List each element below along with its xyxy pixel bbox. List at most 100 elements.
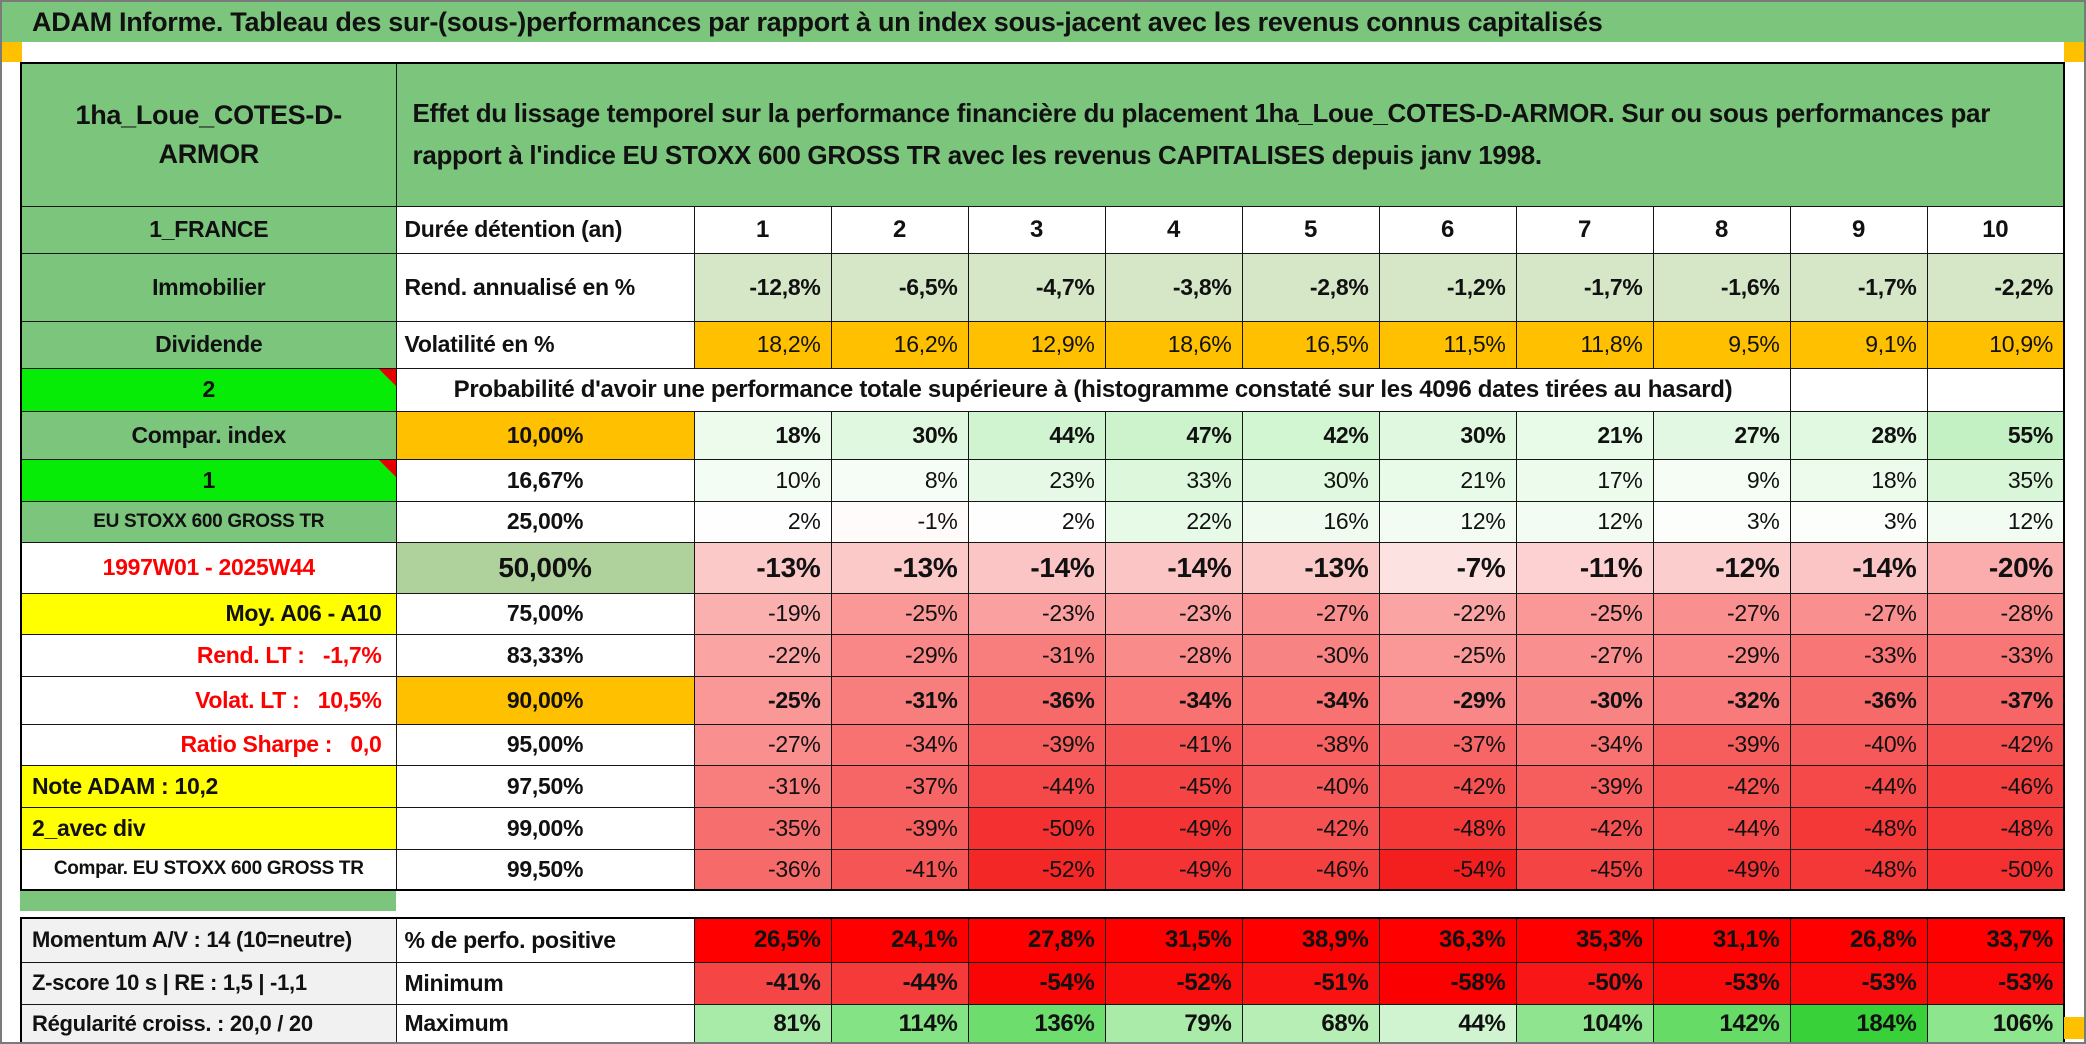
heatmap-cell[interactable]: -39%	[967, 723, 1106, 766]
heatmap-cell[interactable]: -49%	[1104, 848, 1243, 891]
volatility-cell[interactable]: 10,9%	[1926, 320, 2065, 369]
duration-year-cell[interactable]: 2	[830, 205, 969, 254]
heatmap-cell[interactable]: -13%	[830, 541, 969, 594]
heatmap-cell[interactable]: -31%	[830, 675, 969, 725]
heatmap-cell[interactable]: -36%	[967, 675, 1106, 725]
duration-year-cell[interactable]: 3	[967, 205, 1106, 254]
heatmap-cell[interactable]: 23%	[967, 458, 1106, 502]
volatility-cell[interactable]: 18,2%	[693, 320, 832, 369]
heatmap-cell[interactable]: -31%	[967, 633, 1106, 677]
summary-value-cell[interactable]: 31,1%	[1652, 917, 1791, 963]
summary-value-cell[interactable]: 106%	[1926, 1003, 2065, 1042]
duration-year-cell[interactable]: 1	[693, 205, 832, 254]
heatmap-cell[interactable]: 12%	[1378, 500, 1517, 543]
duration-year-cell[interactable]: 8	[1652, 205, 1791, 254]
heatmap-cell[interactable]: -14%	[967, 541, 1106, 594]
summary-value-cell[interactable]: -52%	[1104, 961, 1243, 1005]
heatmap-cell[interactable]: -19%	[693, 592, 832, 635]
heatmap-cell[interactable]: -40%	[1241, 764, 1380, 808]
heatmap-cell[interactable]: -41%	[830, 848, 969, 891]
heatmap-cell[interactable]: 22%	[1104, 500, 1243, 543]
summary-value-cell[interactable]: 33,7%	[1926, 917, 2065, 963]
summary-value-cell[interactable]: -51%	[1241, 961, 1380, 1005]
heatmap-cell[interactable]: -40%	[1789, 723, 1928, 766]
heatmap-cell[interactable]: -27%	[1241, 592, 1380, 635]
heatmap-cell[interactable]: -54%	[1378, 848, 1517, 891]
heatmap-cell[interactable]: -11%	[1515, 541, 1654, 594]
heatmap-cell[interactable]: 30%	[830, 410, 969, 460]
heatmap-cell[interactable]: -35%	[693, 806, 832, 850]
summary-value-cell[interactable]: -58%	[1378, 961, 1517, 1005]
heatmap-cell[interactable]: -46%	[1241, 848, 1380, 891]
summary-value-cell[interactable]: 38,9%	[1241, 917, 1380, 963]
row-label-cell[interactable]: Compar. index	[20, 410, 397, 460]
heatmap-cell[interactable]: -25%	[1515, 592, 1654, 635]
summary-label-cell[interactable]: Régularité croiss. : 20,0 / 20	[20, 1003, 397, 1042]
heatmap-cell[interactable]: 28%	[1789, 410, 1928, 460]
row-label-cell[interactable]: Volat. LT : 10,5%	[20, 675, 397, 725]
annualized-return-cell[interactable]: -12,8%	[693, 252, 832, 322]
quantile-cell[interactable]: 90,00%	[395, 675, 695, 725]
heatmap-cell[interactable]: -14%	[1104, 541, 1243, 594]
summary-metric-cell[interactable]: Minimum	[395, 961, 695, 1005]
heatmap-cell[interactable]: -42%	[1652, 764, 1791, 808]
heatmap-cell[interactable]: 18%	[1789, 458, 1928, 502]
heatmap-cell[interactable]: -30%	[1241, 633, 1380, 677]
heatmap-cell[interactable]: -48%	[1926, 806, 2065, 850]
probability-header[interactable]: Probabilité d'avoir une performance tota…	[395, 367, 1791, 412]
heatmap-cell[interactable]: -1%	[830, 500, 969, 543]
rowlabel-1-france[interactable]: 1_FRANCE	[20, 205, 397, 254]
heatmap-cell[interactable]: -42%	[1241, 806, 1380, 850]
quantile-cell[interactable]: 16,67%	[395, 458, 695, 502]
rowlabel-2-marker[interactable]: 2	[20, 367, 397, 412]
heatmap-cell[interactable]: 30%	[1378, 410, 1517, 460]
rowlabel-dividende[interactable]: Dividende	[20, 320, 397, 369]
heatmap-cell[interactable]: 33%	[1104, 458, 1243, 502]
summary-value-cell[interactable]: 27,8%	[967, 917, 1106, 963]
row-label-cell[interactable]: 1997W01 - 2025W44	[20, 541, 397, 594]
duration-year-cell[interactable]: 6	[1378, 205, 1517, 254]
heatmap-cell[interactable]: 18%	[693, 410, 832, 460]
heatmap-cell[interactable]: -49%	[1104, 806, 1243, 850]
heatmap-cell[interactable]: 17%	[1515, 458, 1654, 502]
heatmap-cell[interactable]: -23%	[967, 592, 1106, 635]
annualized-return-cell[interactable]: -1,2%	[1378, 252, 1517, 322]
heatmap-cell[interactable]: 16%	[1241, 500, 1380, 543]
annualized-return-cell[interactable]: -2,2%	[1926, 252, 2065, 322]
heatmap-cell[interactable]: -42%	[1515, 806, 1654, 850]
heatmap-cell[interactable]: -31%	[693, 764, 832, 808]
heatmap-cell[interactable]: -37%	[1378, 723, 1517, 766]
quantile-cell[interactable]: 75,00%	[395, 592, 695, 635]
annualized-return-cell[interactable]: -1,6%	[1652, 252, 1791, 322]
heatmap-cell[interactable]: -34%	[830, 723, 969, 766]
summary-value-cell[interactable]: 81%	[693, 1003, 832, 1042]
heatmap-cell[interactable]: -28%	[1926, 592, 2065, 635]
heatmap-cell[interactable]: 47%	[1104, 410, 1243, 460]
asset-name-cell[interactable]: 1ha_Loue_COTES-D-ARMOR	[20, 62, 397, 207]
description-cell[interactable]: Effet du lissage temporel sur la perform…	[395, 62, 2065, 207]
row-label-cell[interactable]: Ratio Sharpe : 0,0	[20, 723, 397, 766]
heatmap-cell[interactable]: -34%	[1241, 675, 1380, 725]
heatmap-cell[interactable]: -33%	[1789, 633, 1928, 677]
row-label-cell[interactable]: 1	[20, 458, 397, 502]
duration-year-cell[interactable]: 9	[1789, 205, 1928, 254]
summary-value-cell[interactable]: 68%	[1241, 1003, 1380, 1042]
summary-metric-cell[interactable]: % de perfo. positive	[395, 917, 695, 963]
annualized-return-label[interactable]: Rend. annualisé en %	[395, 252, 695, 322]
empty-cell[interactable]	[1926, 367, 2065, 412]
quantile-cell[interactable]: 95,00%	[395, 723, 695, 766]
heatmap-cell[interactable]: 8%	[830, 458, 969, 502]
summary-value-cell[interactable]: 35,3%	[1515, 917, 1654, 963]
summary-value-cell[interactable]: 104%	[1515, 1003, 1654, 1042]
summary-value-cell[interactable]: 31,5%	[1104, 917, 1243, 963]
heatmap-cell[interactable]: 2%	[967, 500, 1106, 543]
heatmap-cell[interactable]: -29%	[1652, 633, 1791, 677]
heatmap-cell[interactable]: -27%	[1515, 633, 1654, 677]
heatmap-cell[interactable]: -38%	[1241, 723, 1380, 766]
heatmap-cell[interactable]: 12%	[1515, 500, 1654, 543]
heatmap-cell[interactable]: 2%	[693, 500, 832, 543]
heatmap-cell[interactable]: -36%	[693, 848, 832, 891]
heatmap-cell[interactable]: -50%	[1926, 848, 2065, 891]
quantile-cell[interactable]: 97,50%	[395, 764, 695, 808]
heatmap-cell[interactable]: -48%	[1789, 848, 1928, 891]
